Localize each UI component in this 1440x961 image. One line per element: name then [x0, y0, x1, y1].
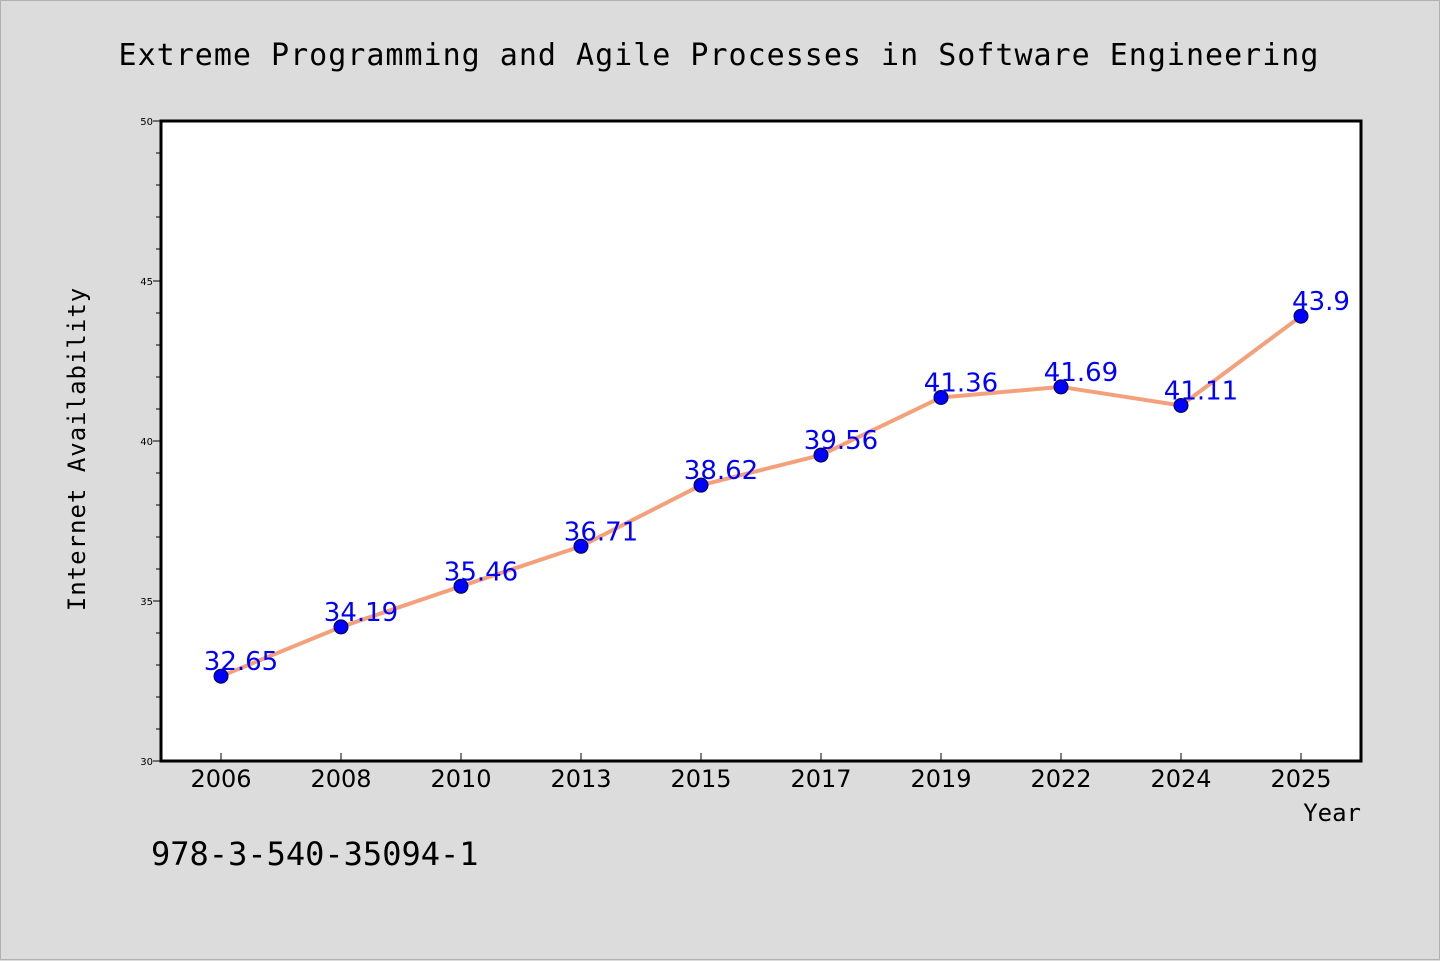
plot-area — [159, 119, 1363, 763]
x-axis-label: Year — [1303, 799, 1361, 827]
data-point — [213, 668, 229, 684]
x-tick-label: 2008 — [310, 765, 371, 793]
x-tick-label: 2025 — [1270, 765, 1331, 793]
data-point — [1293, 308, 1309, 324]
data-point — [573, 538, 589, 554]
x-axis: 2006 2008 2010 2013 2015 2017 2019 2022 2024 2025 — [190, 753, 1332, 793]
data-label: 43.9 — [1292, 287, 1350, 317]
x-tick-label: 2015 — [670, 765, 731, 793]
data-point — [453, 578, 469, 594]
data-label: 38.62 — [684, 456, 758, 486]
data-label: 34.19 — [324, 598, 398, 628]
data-label: 32.65 — [204, 647, 278, 677]
x-tick-label: 2006 — [190, 765, 251, 793]
series-group: 32.65 34.19 35.46 36.71 38.62 39.56 41.36 41.69… — [204, 287, 1350, 684]
data-point — [693, 477, 709, 493]
data-label: 36.71 — [564, 517, 638, 547]
chart-title: Extreme Programming and Agile Processes … — [119, 38, 1320, 73]
y-axis: 30 35 40 45 50 — [140, 117, 161, 768]
x-tick-label: 2019 — [910, 765, 971, 793]
data-label: 41.11 — [1164, 376, 1238, 406]
y-tick-label: 30 — [140, 757, 153, 768]
series-line — [219, 314, 1303, 679]
data-label: 41.69 — [1044, 358, 1118, 388]
x-tick-label: 2024 — [1150, 765, 1211, 793]
data-label: 35.46 — [444, 557, 518, 587]
y-tick-label: 40 — [140, 437, 153, 448]
data-point — [933, 389, 949, 405]
isbn-text: 978-3-540-35094-1 — [151, 835, 479, 873]
data-point — [1053, 379, 1069, 395]
data-point — [813, 447, 829, 463]
x-tick-label: 2022 — [1030, 765, 1091, 793]
y-tick-label: 45 — [140, 277, 153, 288]
x-tick-label: 2010 — [430, 765, 491, 793]
x-tick-label: 2013 — [550, 765, 611, 793]
y-tick-label: 35 — [140, 597, 153, 608]
y-tick-label: 50 — [140, 117, 153, 128]
data-label: 41.36 — [924, 368, 998, 398]
data-label: 39.56 — [804, 426, 878, 456]
data-point — [1173, 397, 1189, 413]
x-tick-label: 2017 — [790, 765, 851, 793]
y-axis-label: Internet Availability — [63, 287, 91, 611]
data-point — [333, 619, 349, 635]
